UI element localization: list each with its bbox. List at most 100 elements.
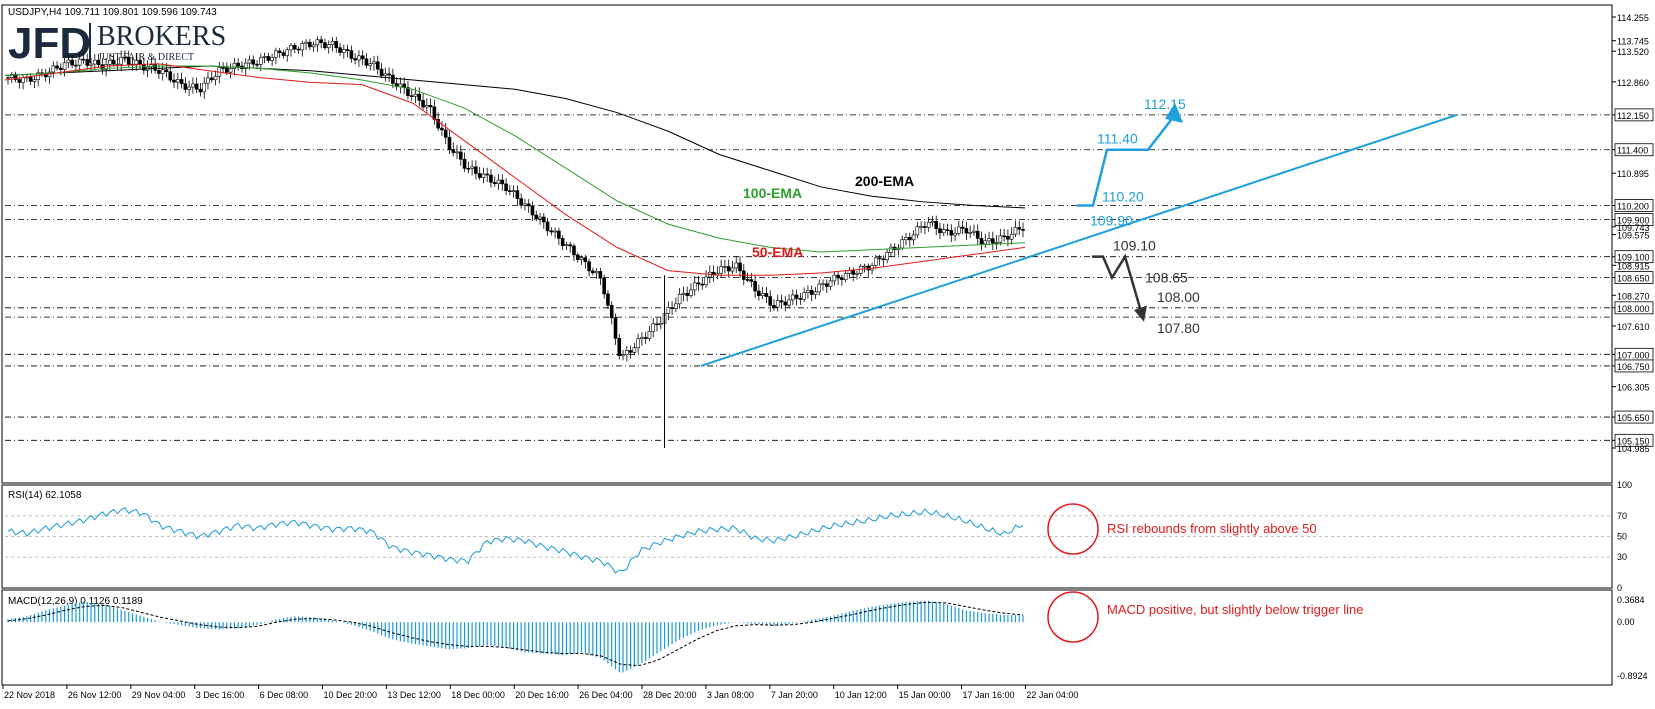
candle-body	[587, 261, 591, 272]
candle-body	[304, 41, 308, 44]
candle-body	[492, 182, 497, 184]
axis-label-7: 110.200	[1617, 202, 1649, 212]
candle-body	[323, 42, 327, 49]
candle-body	[409, 95, 414, 98]
logo-tagline: JUST FAIR & DIRECT	[98, 52, 194, 63]
candle-body	[274, 50, 278, 58]
candle-body	[911, 234, 916, 241]
candle-body	[828, 280, 833, 287]
candle-body	[719, 266, 723, 274]
rsi-highlight-circle	[1047, 503, 1099, 555]
candle-body	[515, 190, 520, 199]
time-label-0: 22 Nov 2018	[4, 690, 55, 700]
candle-body	[889, 246, 893, 253]
candle-body	[764, 293, 769, 297]
candle-body	[870, 264, 874, 271]
candle-body	[617, 338, 622, 357]
candle-body	[285, 49, 290, 56]
candle-body	[360, 55, 365, 60]
candle-body	[194, 83, 199, 90]
axis-label-18: 106.750	[1617, 362, 1650, 372]
candle-body	[153, 64, 157, 71]
axis-label-box-18	[1614, 359, 1654, 373]
candle-body	[225, 67, 229, 73]
time-axis: 22 Nov 2018 26 Nov 12:00 29 Nov 04:00 3 Dec…	[2, 685, 1078, 700]
candle-body	[9, 74, 14, 78]
time-label-10: 28 Dec 20:00	[643, 690, 697, 700]
candle-body	[919, 226, 923, 228]
price-panel-frame	[1, 4, 1613, 484]
axis-label-6: 110.895	[1617, 169, 1649, 179]
macd-tick-1: 0.00	[1617, 617, 1635, 627]
candle-body	[768, 296, 772, 306]
candle-body	[840, 277, 844, 281]
candle-body	[266, 56, 271, 61]
axis-label-21: 105.150	[1617, 436, 1650, 446]
rsi-panel-frame	[1, 484, 1613, 589]
candle-body	[353, 58, 357, 61]
candle-body	[315, 39, 320, 46]
candle-body	[806, 289, 810, 293]
axis-label-box-7	[1614, 199, 1654, 212]
candle-body	[953, 232, 957, 236]
candle-body	[138, 60, 142, 65]
candle-body	[738, 262, 742, 272]
candle-body	[598, 271, 603, 279]
axis-label-22: 104.985	[1617, 444, 1650, 454]
candle-body	[243, 62, 248, 70]
candle-body	[851, 269, 856, 275]
candle-body	[530, 205, 535, 216]
candle-body	[557, 230, 561, 239]
candle-body	[862, 265, 867, 268]
candle-body	[296, 48, 301, 51]
candle-body	[640, 337, 644, 340]
candle-body	[451, 149, 456, 153]
candle-body	[372, 61, 376, 65]
candle-body	[568, 244, 573, 247]
candle-body	[111, 60, 116, 65]
candle-body	[594, 271, 599, 274]
candle-body	[183, 83, 188, 90]
candle-body	[387, 73, 391, 76]
candle-body	[157, 70, 161, 74]
candle-body	[519, 198, 523, 206]
candle-body	[1017, 227, 1022, 230]
candle-body	[330, 41, 335, 45]
axis-label-3: 112.860	[1617, 78, 1649, 88]
candle-body	[308, 41, 312, 48]
candle-body	[28, 76, 33, 82]
candle-body	[949, 230, 954, 236]
logo-divider	[89, 23, 91, 63]
candle-body	[960, 226, 965, 229]
candle-body	[436, 119, 440, 129]
axis-label-9: 109.743	[1617, 223, 1650, 233]
candle-body	[783, 301, 788, 306]
candle-body	[338, 47, 342, 53]
symbol-header: USDJPY,H4 109.711 109.801 109.596 109.74…	[8, 7, 217, 18]
candle-body	[311, 44, 316, 48]
candle-body	[364, 58, 369, 66]
axis-label-5: 111.400	[1617, 146, 1648, 156]
candle-body	[915, 226, 920, 236]
axis-label-box-15	[1614, 301, 1654, 315]
candle-body	[191, 83, 195, 88]
candle-body	[636, 338, 640, 349]
candle-body	[802, 292, 806, 300]
candle-body	[998, 235, 1003, 243]
ema-lines	[4, 63, 1026, 276]
axis-label-20: 105.650	[1617, 413, 1650, 423]
candle-body	[674, 303, 678, 309]
candle-body	[809, 289, 814, 295]
ema100-label: 100-EMA	[743, 185, 802, 201]
candle-body	[511, 190, 516, 192]
candle-body	[772, 304, 776, 308]
candle-body	[843, 272, 848, 281]
candle-body	[134, 60, 139, 65]
candle-body	[643, 337, 648, 339]
candle-body	[734, 262, 739, 269]
bullish-label-3: 112.15	[1144, 96, 1186, 112]
candle-body	[621, 354, 625, 357]
axis-label-11: 109.100	[1617, 253, 1650, 263]
candle-body	[541, 216, 546, 223]
